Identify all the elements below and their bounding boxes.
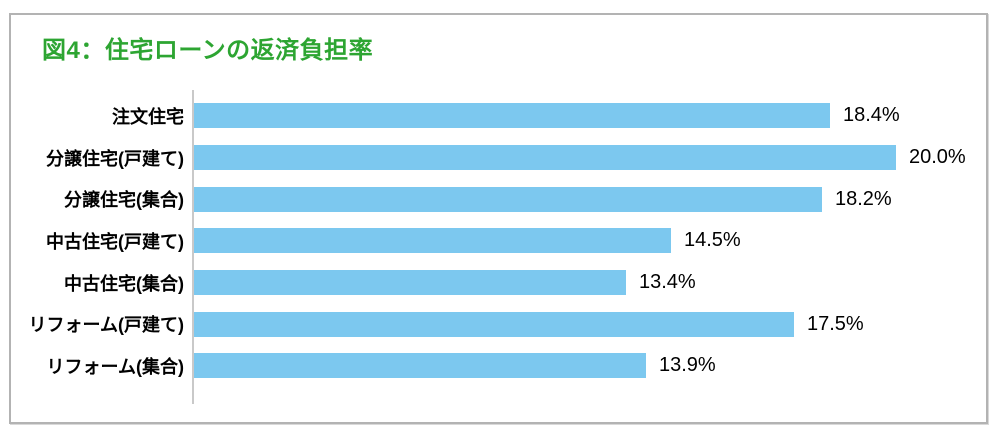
bar: [194, 311, 794, 337]
bar: [194, 270, 626, 296]
bar-plot-area: 注文住宅 18.4% 分譲住宅(戸建て) 20.0% 分譲住宅(集合) 18.2…: [11, 95, 976, 387]
bar: [194, 145, 896, 171]
category-label: 中古住宅(集合): [64, 273, 184, 294]
category-label: 注文住宅: [112, 106, 184, 127]
bar-zone: 14.5%: [194, 220, 976, 262]
value-label: 13.9%: [659, 354, 716, 377]
bar: [194, 228, 671, 254]
chart-row: 注文住宅 18.4%: [11, 95, 976, 137]
value-label: 18.4%: [843, 104, 900, 127]
category-label: リフォーム(戸建て): [28, 315, 184, 336]
bar: [194, 353, 646, 379]
chart-title: 図4：住宅ローンの返済負担率: [42, 37, 374, 64]
value-label: 14.5%: [684, 229, 741, 252]
category-label: 分譲住宅(戸建て): [46, 148, 184, 169]
chart-row: リフォーム(戸建て) 17.5%: [11, 303, 976, 345]
category-axis-line: [192, 90, 194, 404]
bar-zone: 18.2%: [194, 178, 976, 220]
value-label: 17.5%: [807, 312, 864, 335]
category-label: リフォーム(集合): [46, 356, 184, 377]
chart-row: リフォーム(集合) 13.9%: [11, 345, 976, 387]
bar: [194, 103, 830, 129]
chart-row: 分譲住宅(戸建て) 20.0%: [11, 137, 976, 179]
bar-zone: 17.5%: [194, 303, 976, 345]
category-label: 分譲住宅(集合): [64, 190, 184, 211]
chart-row: 中古住宅(戸建て) 14.5%: [11, 220, 976, 262]
chart-row: 分譲住宅(集合) 18.2%: [11, 178, 976, 220]
value-label: 18.2%: [835, 187, 892, 210]
bar: [194, 186, 822, 212]
bar-zone: 20.0%: [194, 137, 976, 179]
bar-zone: 13.4%: [194, 262, 976, 304]
value-label: 13.4%: [639, 271, 696, 294]
value-label: 20.0%: [909, 146, 966, 169]
chart-frame: 図4：住宅ローンの返済負担率 注文住宅 18.4% 分譲住宅(戸建て) 20.0…: [9, 13, 988, 424]
chart-row: 中古住宅(集合) 13.4%: [11, 262, 976, 304]
bar-zone: 18.4%: [194, 95, 976, 137]
category-label: 中古住宅(戸建て): [46, 231, 184, 252]
bar-zone: 13.9%: [194, 345, 976, 387]
